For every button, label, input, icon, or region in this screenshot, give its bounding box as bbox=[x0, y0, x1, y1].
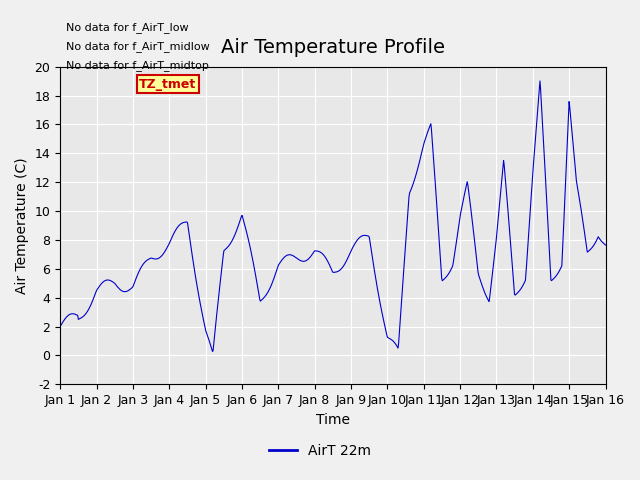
Text: No data for f_AirT_low: No data for f_AirT_low bbox=[66, 22, 188, 33]
Y-axis label: Air Temperature (C): Air Temperature (C) bbox=[15, 157, 29, 294]
X-axis label: Time: Time bbox=[316, 413, 350, 427]
Text: No data for f_AirT_midtop: No data for f_AirT_midtop bbox=[66, 60, 209, 72]
Title: Air Temperature Profile: Air Temperature Profile bbox=[221, 38, 445, 57]
Legend: AirT 22m: AirT 22m bbox=[264, 438, 376, 464]
Text: No data for f_AirT_midlow: No data for f_AirT_midlow bbox=[66, 41, 209, 52]
Text: TZ_tmet: TZ_tmet bbox=[140, 78, 196, 91]
